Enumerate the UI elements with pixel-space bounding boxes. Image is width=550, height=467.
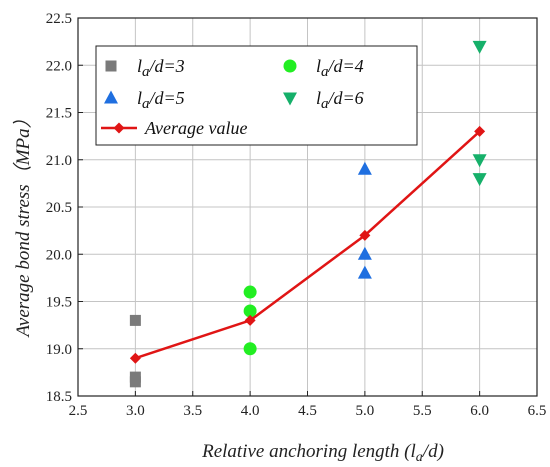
- x-tick-label: 3.0: [126, 403, 145, 419]
- legend-label-main: l: [137, 56, 142, 76]
- legend-marker: [105, 60, 117, 72]
- point-circle: [243, 342, 257, 356]
- point-triangle-up: [357, 265, 372, 279]
- legend-label-main: l: [316, 88, 321, 108]
- legend-marker: [283, 59, 297, 73]
- legend-label-sub: a: [321, 64, 329, 80]
- legend-label: Average value: [144, 118, 247, 138]
- x-tick-label: 5.5: [413, 403, 432, 419]
- legend-label-main: l: [316, 56, 321, 76]
- y-tick-label: 18.5: [46, 389, 72, 405]
- legend-label-sub: a: [142, 96, 150, 112]
- point-square: [129, 376, 141, 388]
- y-tick-label: 21.5: [46, 106, 72, 122]
- point-triangle-up: [357, 161, 372, 175]
- x-tick-label: 6.0: [470, 403, 489, 419]
- point-circle: [243, 285, 257, 299]
- legend-box: [95, 45, 418, 146]
- x-tick-label: 4.0: [241, 403, 260, 419]
- x-tick-label: 4.5: [298, 403, 317, 419]
- legend-marker: [283, 92, 297, 106]
- average-line: [134, 130, 481, 360]
- x-axis-title: Relative anchoring length (la/d): [201, 441, 444, 465]
- legend-label: la/d=3: [137, 56, 185, 80]
- y-tick-label: 19.0: [46, 342, 72, 358]
- y-tick-label: 19.5: [46, 295, 72, 311]
- legend-label: la/d=6: [316, 88, 364, 112]
- legend-label-sub: a: [142, 64, 150, 80]
- x-tick-label: 3.5: [183, 403, 202, 419]
- point-triangle-down: [472, 154, 487, 168]
- average-point: [244, 314, 256, 326]
- x-tick-label: 2.5: [69, 403, 88, 419]
- legend-label-tail: /d=3: [149, 56, 185, 76]
- legend-label-tail: /d=5: [149, 88, 185, 108]
- legend-label-tail: /d=6: [328, 88, 364, 108]
- legend-label-main: l: [137, 88, 142, 108]
- x-tick-label: 5.0: [356, 403, 375, 419]
- legend-marker: [113, 122, 125, 134]
- axis-ticks: 2.5 3.0 3.5 4.0 4.5 5.0 5.5 6.0 6.5 18.5 19.0 19.5 2…: [46, 11, 547, 419]
- average-point: [129, 352, 141, 364]
- y-tick-label: 20.5: [46, 200, 72, 216]
- legend-label: la/d=5: [137, 88, 185, 112]
- legend-marker: [104, 90, 118, 104]
- legend-label-tail: /d=4: [328, 56, 364, 76]
- y-axis-title: Average bond stress（MPa）: [12, 109, 34, 338]
- point-triangle-down: [472, 173, 487, 187]
- data-marks: [129, 40, 487, 388]
- point-triangle-down: [472, 40, 487, 54]
- point-triangle-up: [357, 246, 372, 260]
- y-tick-label: 22.0: [46, 58, 72, 74]
- y-tick-label: 20.0: [46, 247, 72, 263]
- average-point: [474, 125, 486, 137]
- legend-label: la/d=4: [316, 56, 364, 80]
- average-point: [359, 229, 371, 241]
- y-tick-label: 22.5: [46, 11, 72, 27]
- point-square: [129, 314, 141, 326]
- y-tick-label: 21.0: [46, 153, 72, 169]
- legend-label-sub: a: [321, 96, 329, 112]
- x-tick-label: 6.5: [528, 403, 547, 419]
- point-circle: [243, 304, 257, 318]
